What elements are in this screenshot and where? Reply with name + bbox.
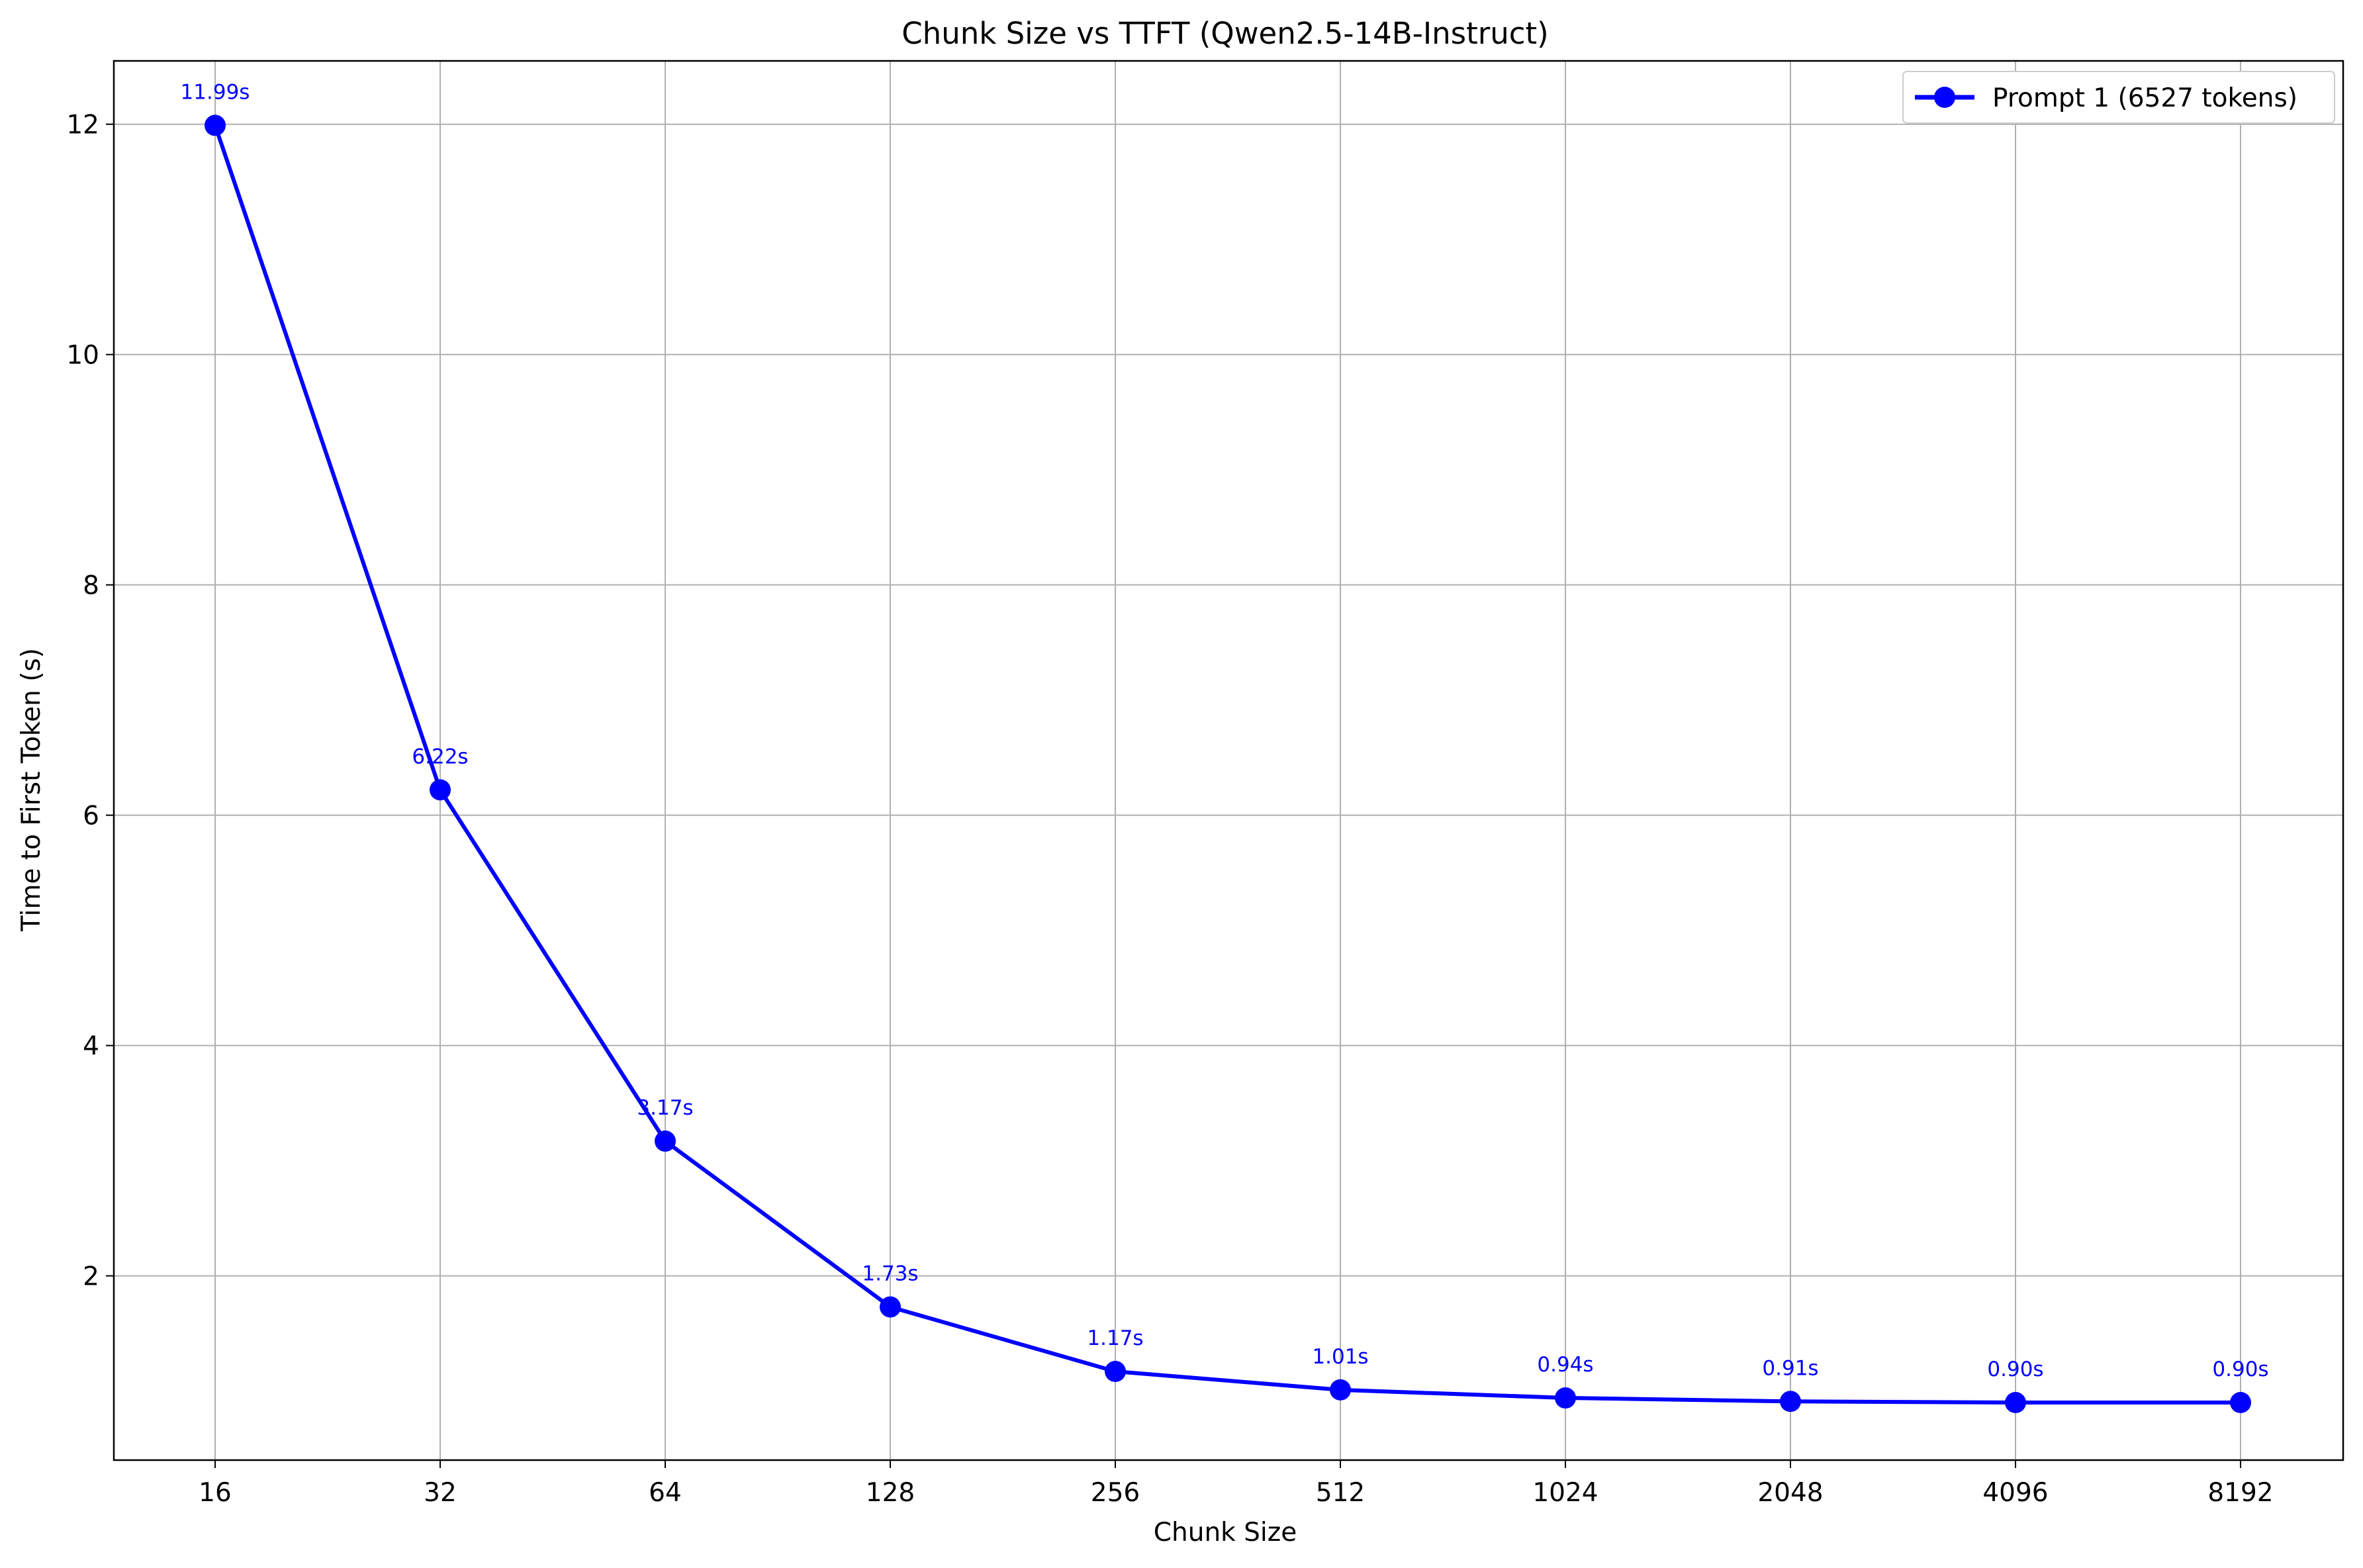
data-label: 1.01s bbox=[1312, 1345, 1368, 1369]
data-label: 1.17s bbox=[1087, 1326, 1143, 1350]
data-point bbox=[1780, 1391, 1801, 1412]
y-tick-label: 12 bbox=[66, 111, 99, 140]
x-axis-label: Chunk Size bbox=[1154, 1518, 1297, 1547]
data-label: 0.90s bbox=[1987, 1358, 2043, 1381]
chart-title: Chunk Size vs TTFT (Qwen2.5-14B-Instruct… bbox=[902, 16, 1548, 51]
legend-marker-swatch bbox=[1934, 87, 1955, 108]
x-tick-label: 256 bbox=[1091, 1478, 1140, 1508]
y-tick-label: 8 bbox=[83, 571, 99, 601]
data-label: 6.22s bbox=[412, 745, 468, 768]
x-tick-label: 16 bbox=[199, 1478, 232, 1508]
series-layer bbox=[205, 115, 2251, 1414]
legend-entry-label: Prompt 1 (6527 tokens) bbox=[1992, 83, 2297, 113]
grid-lines bbox=[114, 61, 2343, 1460]
data-point bbox=[1330, 1379, 1351, 1401]
x-tick-label: 128 bbox=[866, 1478, 915, 1508]
y-tick-label: 10 bbox=[66, 341, 99, 371]
data-label: 0.90s bbox=[2212, 1358, 2268, 1381]
x-tick-label: 8192 bbox=[2207, 1478, 2273, 1508]
data-point bbox=[2230, 1392, 2251, 1414]
x-tick-label: 64 bbox=[649, 1478, 682, 1508]
data-point bbox=[880, 1296, 901, 1318]
x-tick-label: 1024 bbox=[1532, 1478, 1598, 1508]
data-label: 0.91s bbox=[1762, 1356, 1818, 1380]
y-axis-label: Time to First Token (s) bbox=[17, 648, 46, 932]
axes: 16 32 64 128 256 512 1024 2048 4096 8192 2 4 6 8 10 12 bbox=[66, 60, 2344, 1508]
data-label: 11.99s bbox=[181, 80, 250, 104]
data-point bbox=[1555, 1387, 1576, 1409]
legend-frame bbox=[1902, 71, 2335, 124]
y-tick-label: 6 bbox=[83, 802, 99, 831]
data-point bbox=[655, 1130, 676, 1152]
data-label: 0.94s bbox=[1537, 1353, 1593, 1377]
data-point bbox=[1105, 1361, 1126, 1383]
data-labels: 11.99s 6.22s 3.17s 1.73s 1.17s 1.01s 0.94s 0.91… bbox=[181, 80, 2269, 1381]
x-tick-label: 512 bbox=[1316, 1478, 1365, 1508]
data-label: 3.17s bbox=[637, 1096, 693, 1120]
plot-frame bbox=[113, 60, 2344, 1461]
x-tick-label: 2048 bbox=[1757, 1478, 1823, 1508]
data-label: 1.73s bbox=[862, 1262, 918, 1286]
y-tick-label: 2 bbox=[83, 1262, 99, 1292]
legend: Prompt 1 (6527 tokens) bbox=[1902, 71, 2335, 124]
series-line bbox=[213, 124, 2241, 1405]
x-tick-label: 32 bbox=[424, 1478, 457, 1508]
y-tick-label: 4 bbox=[83, 1032, 99, 1062]
data-point bbox=[2005, 1392, 2026, 1414]
data-point bbox=[430, 779, 451, 801]
data-point bbox=[205, 115, 226, 136]
x-tick-label: 4096 bbox=[1982, 1478, 2048, 1508]
